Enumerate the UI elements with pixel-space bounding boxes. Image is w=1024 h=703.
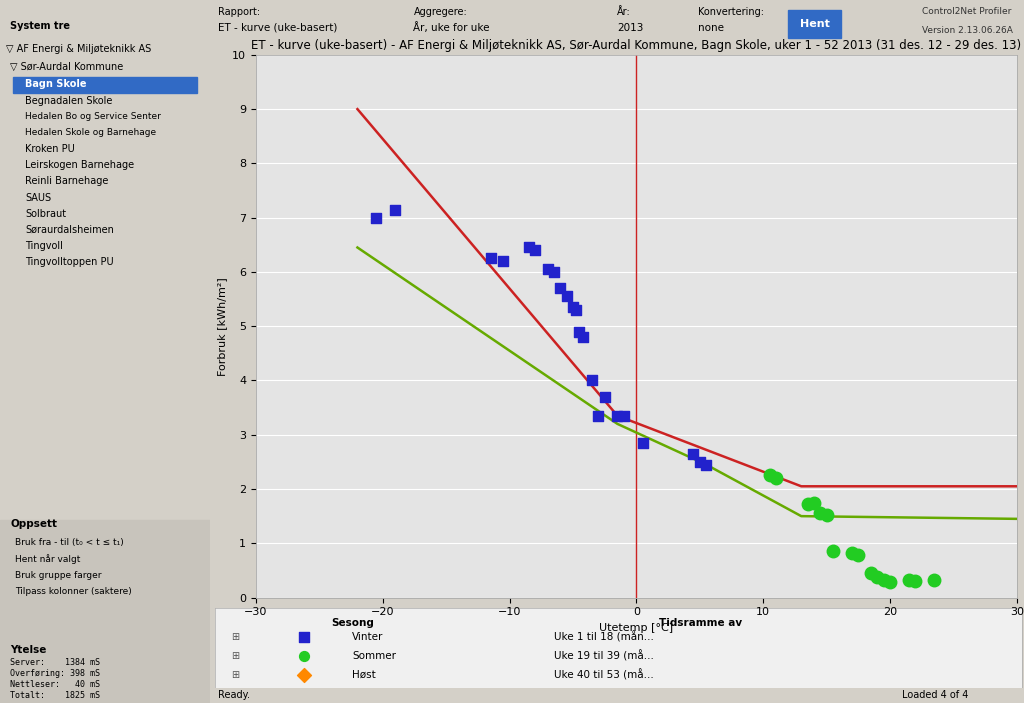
Point [901,574,918,586]
Y-axis label: Forbruk [kWh/m²]: Forbruk [kWh/m²] [217,277,226,375]
Bar [0,647,210,703]
Point [768,472,784,484]
Text: System tre: System tre [10,21,71,31]
Point [927,574,943,586]
Text: Tingvolltoppen PU: Tingvolltoppen PU [26,257,114,267]
Point [552,283,568,294]
Text: Rapport:: Rapport: [218,7,260,17]
Text: Hedalen Bo og Service Senter: Hedalen Bo og Service Senter [26,112,161,121]
Text: Totalt:    1825 mS: Totalt: 1825 mS [10,692,100,700]
Bar [12,77,198,93]
Point [812,508,828,519]
Point [876,574,892,586]
Point [546,266,562,278]
Point [571,326,588,337]
Point [558,291,574,302]
Text: Høst: Høst [352,669,376,680]
Point [369,212,385,224]
Point [635,437,651,449]
Point [482,253,499,264]
Point [590,410,606,421]
Text: Søraurdalsheimen: Søraurdalsheimen [26,225,114,235]
Text: Version 2.13.06.26A: Version 2.13.06.26A [922,26,1013,35]
Text: Uke 40 til 53 (må...: Uke 40 til 53 (må... [554,669,653,681]
Text: Kroken PU: Kroken PU [26,144,75,154]
Text: Tingvoll: Tingvoll [26,241,63,251]
Point [907,576,924,587]
Text: Ytelse: Ytelse [10,645,47,655]
Point [584,375,600,386]
Point [609,410,626,421]
Text: ⊞: ⊞ [231,631,240,642]
X-axis label: Utetemp [°C]: Utetemp [°C] [599,623,674,633]
Text: SAUS: SAUS [26,193,51,202]
Text: Vinter: Vinter [352,631,384,642]
Text: Bruk gruppe farger: Bruk gruppe farger [14,571,101,579]
Text: Server:    1384 mS: Server: 1384 mS [10,658,100,666]
Text: Opsamlet: Opsamlet [352,688,402,699]
Text: Control2Net Profiler: Control2Net Profiler [923,7,1012,16]
Point [844,548,860,559]
Text: ⊞: ⊞ [231,650,240,661]
Point [698,459,715,470]
Text: Tilpass kolonner (saktere): Tilpass kolonner (saktere) [14,587,131,595]
Point [824,546,841,557]
Point [882,576,898,588]
Text: none: none [698,22,724,33]
Text: År, uke for uke: År, uke for uke [414,22,489,33]
Text: Hent når valgt: Hent når valgt [14,554,80,564]
Text: ⊞: ⊞ [231,688,240,699]
Text: Solbraut: Solbraut [26,209,67,219]
Text: Aggregere:: Aggregere: [414,7,467,17]
Title: ET - kurve (uke-basert) - AF Energi & Miljøteknikk AS, Sør-Aurdal Kommune, Bagn : ET - kurve (uke-basert) - AF Energi & Mi… [251,39,1022,52]
Text: År:: År: [616,7,631,17]
Point [540,264,556,275]
Text: Hedalen Skole og Barnehage: Hedalen Skole og Barnehage [26,129,157,137]
Point [615,410,632,421]
Point [520,242,537,253]
Point [869,572,886,583]
Point [800,498,816,510]
Point [685,448,701,459]
Text: Sesong: Sesong [331,617,374,628]
Text: Tidsramme av: Tidsramme av [658,617,742,628]
Text: ET - kurve (uke-basert): ET - kurve (uke-basert) [218,22,338,33]
Point [863,567,880,579]
Point [526,245,543,256]
Text: Uke 19 til 39 (må...: Uke 19 til 39 (må... [554,650,653,662]
Text: Reinli Barnehage: Reinli Barnehage [26,176,109,186]
Point [495,255,511,266]
Text: ▽ AF Energi & Miljøteknikk AS: ▽ AF Energi & Miljøteknikk AS [6,44,152,54]
Text: Oppsett: Oppsett [10,519,57,529]
Point [565,302,582,313]
Text: ▽ Sør-Aurdal Kommune: ▽ Sør-Aurdal Kommune [10,62,124,72]
Text: Overføring: 398 mS: Overføring: 398 mS [10,669,100,678]
Text: Bruk fra - til (t₀ < t ≤ t₁): Bruk fra - til (t₀ < t ≤ t₁) [14,538,124,547]
Text: Nettleser:   40 mS: Nettleser: 40 mS [10,681,100,689]
Point [691,456,708,467]
Point [567,304,584,316]
Text: Leirskogen Barnehage: Leirskogen Barnehage [26,160,134,170]
Text: Konvertering:: Konvertering: [698,7,764,17]
Point [850,550,866,561]
Text: Uke 1 til 18 (mån...: Uke 1 til 18 (mån... [554,631,653,643]
Point [762,470,778,481]
Point [574,331,591,342]
Text: 2013: 2013 [616,22,643,33]
Point [806,497,822,508]
Bar [0,520,210,647]
Text: Hent: Hent [800,19,829,29]
Point [597,391,613,402]
Bar [787,10,841,38]
Text: Begnadalen Skole: Begnadalen Skole [26,96,113,105]
Text: Loaded 4 of 4: Loaded 4 of 4 [902,690,969,700]
Text: Ready.: Ready. [218,690,250,700]
Text: Sommer: Sommer [352,650,396,661]
Text: ⊞: ⊞ [231,669,240,680]
Point [387,204,403,215]
Text: Bagn Skole: Bagn Skole [26,79,87,89]
Point [818,510,835,521]
